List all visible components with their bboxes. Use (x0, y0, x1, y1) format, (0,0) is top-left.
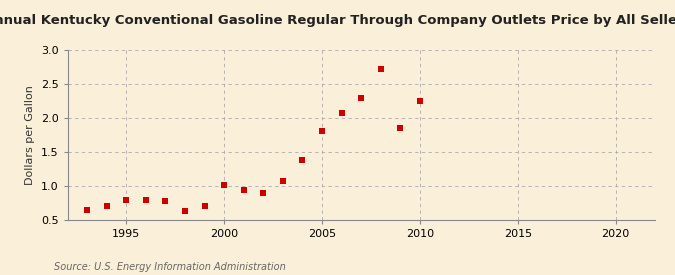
Point (160, 199, 171, 203)
Point (101, 204, 112, 208)
Point (317, 129, 327, 134)
Point (414, 98, 425, 103)
Point (258, 191, 269, 195)
Point (336, 111, 347, 115)
Point (121, 197, 132, 202)
Point (375, 66, 386, 71)
Point (219, 182, 230, 187)
Point (82, 208, 92, 212)
Text: Source: U.S. Energy Information Administration: Source: U.S. Energy Information Administ… (54, 262, 286, 272)
Point (277, 179, 288, 183)
Point (140, 197, 151, 202)
Point (238, 188, 249, 192)
Point (356, 96, 367, 100)
Y-axis label: Dollars per Gallon: Dollars per Gallon (25, 85, 35, 185)
Point (180, 209, 190, 213)
Text: Annual Kentucky Conventional Gasoline Regular Through Company Outlets Price by A: Annual Kentucky Conventional Gasoline Re… (0, 14, 675, 27)
Point (395, 126, 406, 130)
Point (199, 204, 210, 208)
Point (297, 158, 308, 162)
